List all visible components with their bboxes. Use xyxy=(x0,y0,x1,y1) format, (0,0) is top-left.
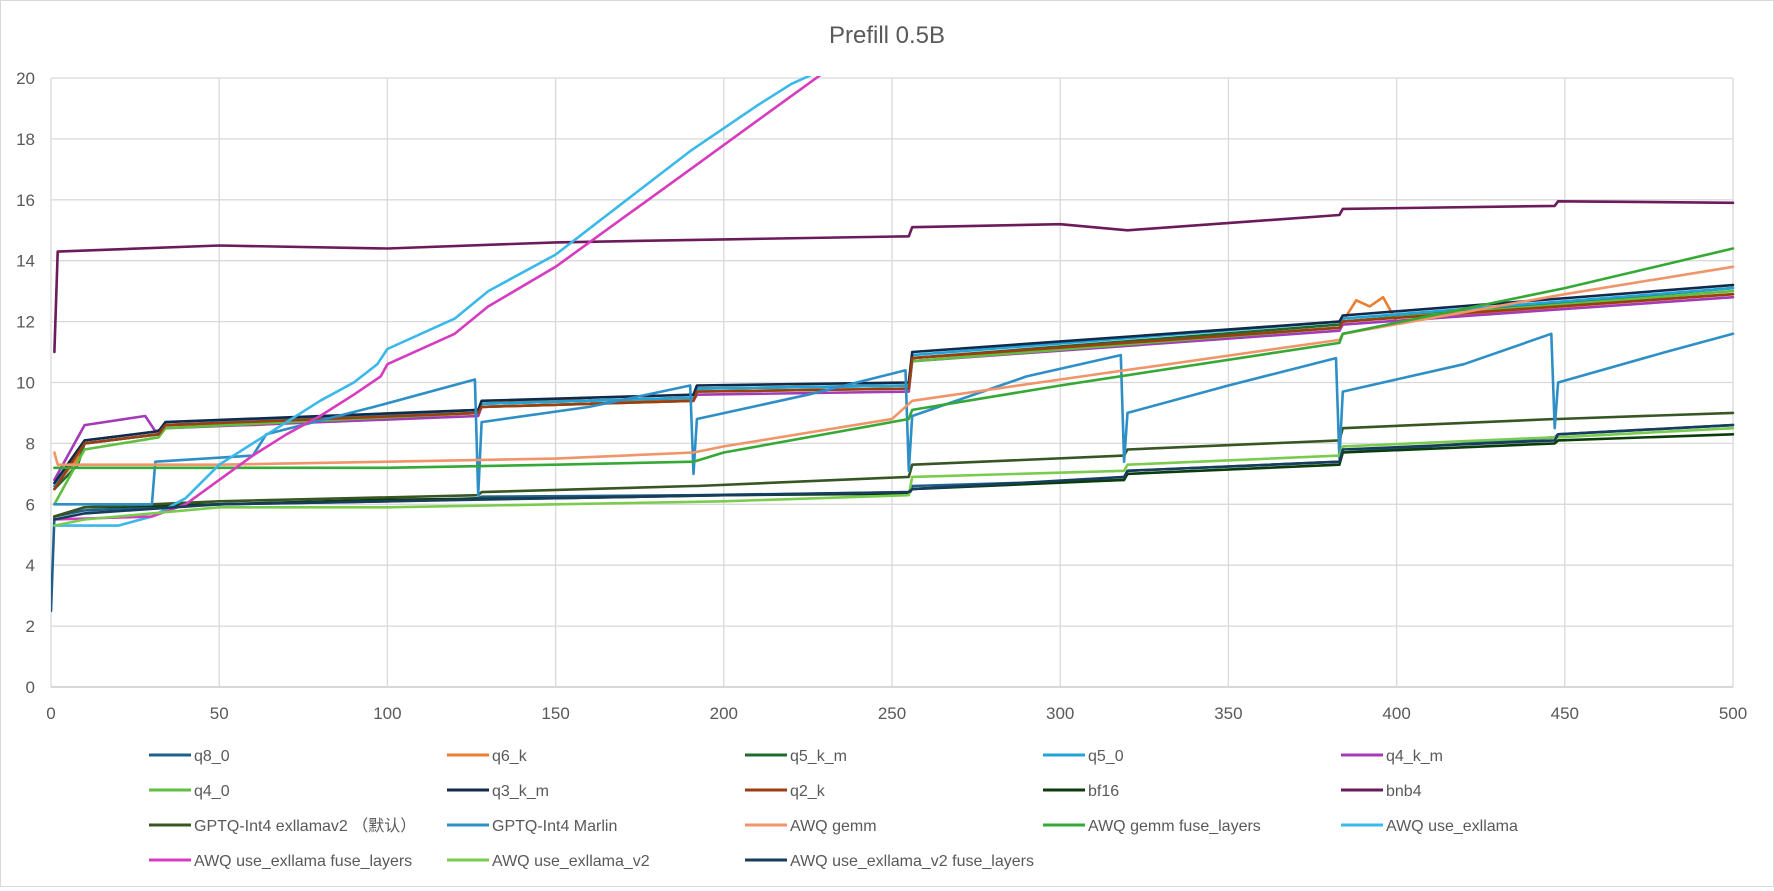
series-lines xyxy=(51,76,1735,613)
y-tick-label: 6 xyxy=(26,495,35,514)
legend-label: q4_0 xyxy=(194,783,230,800)
series-line-13 xyxy=(53,247,1735,470)
y-tick-label: 18 xyxy=(16,130,35,149)
x-tick-label: 250 xyxy=(878,704,906,723)
y-tick-label: 12 xyxy=(16,313,35,332)
legend-item: bf16 xyxy=(1043,783,1119,800)
y-tick-label: 14 xyxy=(16,252,35,271)
chart-title: Prefill 0.5B xyxy=(829,22,945,49)
legend-label: q8_0 xyxy=(194,748,230,765)
series-line-17 xyxy=(53,423,1735,521)
legend-label: bf16 xyxy=(1088,783,1119,800)
legend-label: GPTQ-Int4 exllamav2 （默认） xyxy=(194,817,416,835)
x-tick-label: 400 xyxy=(1382,704,1410,723)
series-line-7 xyxy=(53,292,1735,491)
legend-item: q6_k xyxy=(447,748,528,765)
x-tick-label: 500 xyxy=(1719,704,1747,723)
legend-item: q5_k_m xyxy=(745,748,847,765)
legend-item: q8_0 xyxy=(149,748,230,765)
legend-item: AWQ gemm xyxy=(745,818,877,835)
series-line-16 xyxy=(53,426,1735,527)
y-tick-label: 20 xyxy=(16,69,35,88)
y-tick-label: 4 xyxy=(26,556,35,575)
x-tick-label: 0 xyxy=(46,704,55,723)
legend-label: AWQ gemm fuse_layers xyxy=(1088,818,1261,835)
series-line-5 xyxy=(53,289,1735,506)
legend-label: q6_k xyxy=(492,748,528,765)
legend-label: AWQ use_exllama xyxy=(1386,818,1518,835)
legend-label: bnb4 xyxy=(1386,783,1422,800)
legend-label: q3_k_m xyxy=(492,783,549,800)
legend-item: AWQ use_exllama_v2 xyxy=(447,853,650,870)
x-tick-label: 450 xyxy=(1551,704,1579,723)
legend-item: q5_0 xyxy=(1043,748,1124,765)
legend-label: q5_0 xyxy=(1088,748,1124,765)
legend: q8_0 q6_k q5_k_m q5_0 q4_k_m q4_0 q3_k_m q2_k bf… xyxy=(149,748,1518,870)
x-tick-label: 300 xyxy=(1046,704,1074,723)
legend-label: AWQ use_exllama fuse_layers xyxy=(194,853,412,870)
y-tick-label: 0 xyxy=(26,678,35,697)
y-tick-label: 10 xyxy=(16,374,35,393)
legend-item: AWQ use_exllama xyxy=(1341,818,1518,835)
legend-item: q4_k_m xyxy=(1341,748,1443,765)
y-tick-label: 8 xyxy=(26,434,35,453)
series-line-6 xyxy=(53,283,1735,485)
legend-label: q2_k xyxy=(790,783,826,800)
legend-item: bnb4 xyxy=(1341,783,1422,800)
x-tick-label: 200 xyxy=(710,704,738,723)
x-tick-label: 50 xyxy=(210,704,229,723)
legend-label: AWQ gemm xyxy=(790,818,877,835)
legend-item: q4_0 xyxy=(149,783,230,800)
series-line-9 xyxy=(53,200,1735,354)
legend-label: AWQ use_exllama_v2 fuse_layers xyxy=(790,853,1034,870)
legend-label: q5_k_m xyxy=(790,748,847,765)
series-line-11 xyxy=(53,332,1735,506)
legend-item: GPTQ-Int4 Marlin xyxy=(447,818,617,835)
legend-item: AWQ use_exllama_v2 fuse_layers xyxy=(745,853,1034,870)
x-tick-label: 350 xyxy=(1214,704,1242,723)
legend-item: AWQ use_exllama fuse_layers xyxy=(149,853,412,870)
legend-item: GPTQ-Int4 exllamav2 （默认） xyxy=(149,817,416,835)
x-tick-label: 100 xyxy=(373,704,401,723)
series-line-15 xyxy=(53,76,822,521)
series-line-10 xyxy=(53,411,1735,518)
y-tick-label: 16 xyxy=(16,191,35,210)
legend-item: q2_k xyxy=(745,783,826,800)
series-line-12 xyxy=(53,265,1735,466)
legend-label: GPTQ-Int4 Marlin xyxy=(492,818,617,835)
y-tick-label: 2 xyxy=(26,617,35,636)
legend-item: q3_k_m xyxy=(447,783,549,800)
legend-label: q4_k_m xyxy=(1386,748,1443,765)
x-tick-label: 150 xyxy=(541,704,569,723)
legend-item: AWQ gemm fuse_layers xyxy=(1043,818,1261,835)
legend-label: AWQ use_exllama_v2 xyxy=(492,853,650,870)
series-line-3 xyxy=(53,286,1735,488)
